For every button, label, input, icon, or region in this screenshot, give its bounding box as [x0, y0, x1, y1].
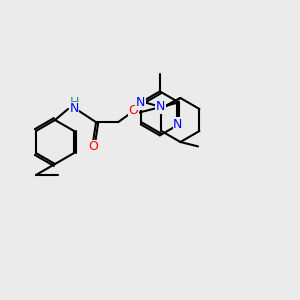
Text: N: N	[69, 103, 79, 116]
Text: O: O	[128, 104, 138, 117]
Text: H: H	[69, 97, 79, 110]
Text: N: N	[156, 100, 165, 113]
Text: O: O	[88, 140, 98, 154]
Text: N: N	[173, 118, 183, 131]
Text: N: N	[136, 96, 146, 109]
